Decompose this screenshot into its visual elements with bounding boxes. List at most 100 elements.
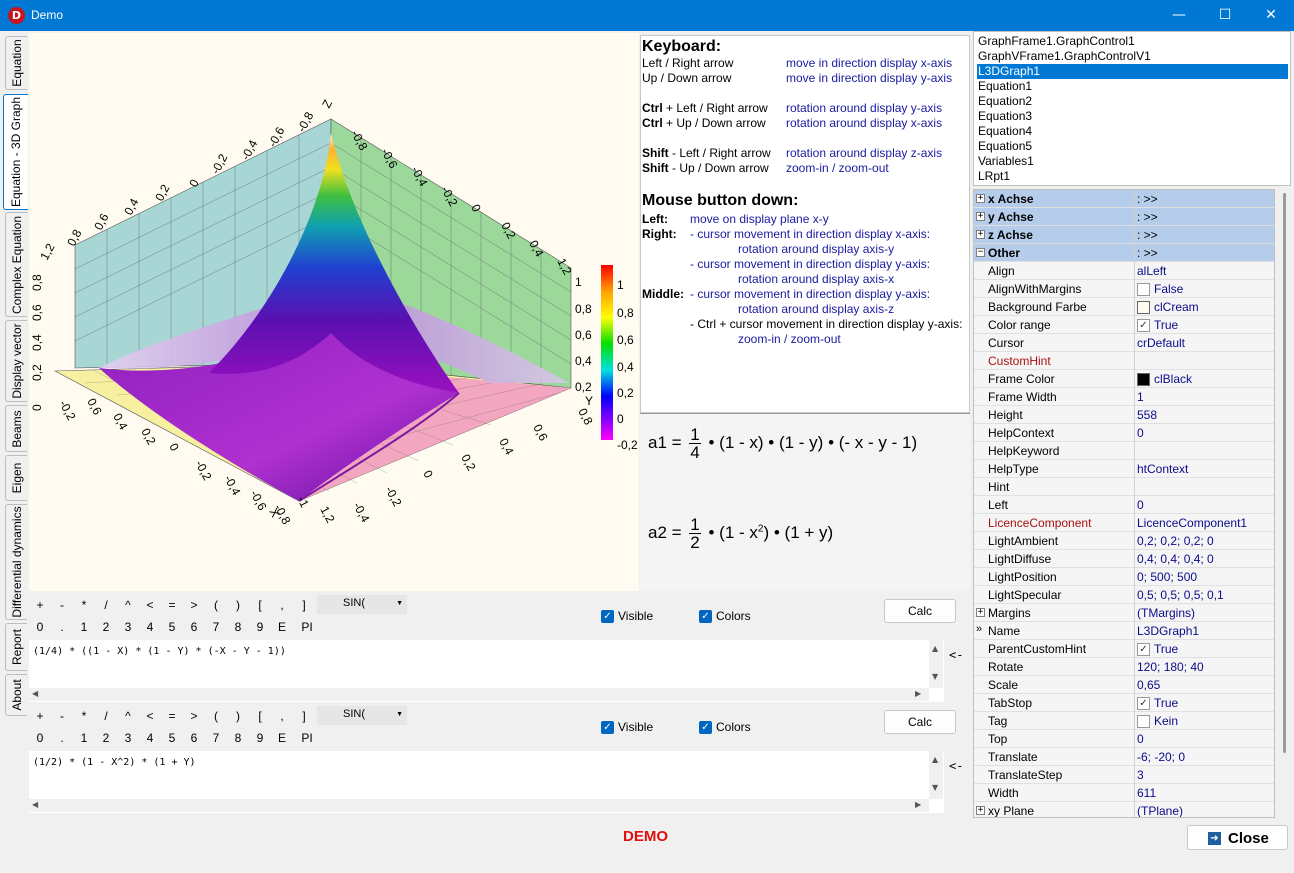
tab-equation[interactable]: Equation [5, 36, 27, 90]
checkbox-empty-icon[interactable] [1137, 715, 1150, 729]
visible-checkbox[interactable]: ✓ Visible [601, 720, 653, 735]
keypad-key[interactable]: > [190, 709, 198, 723]
property-value[interactable]: clBlack [1154, 372, 1193, 386]
property-value[interactable]: : >> [1137, 228, 1158, 242]
property-value[interactable]: True [1154, 318, 1179, 332]
graph-3d[interactable]: Z -0,8 -0,6 -0,4 -0,2 0 0,2 0,4 0,6 0,8 … [29, 33, 639, 591]
property-row-hint[interactable]: Hint [974, 478, 1274, 496]
keypad-key[interactable]: 3 [124, 620, 132, 634]
keypad-key[interactable]: 9 [256, 620, 264, 634]
keypad-key[interactable]: ^ [125, 598, 131, 612]
property-value[interactable]: Kein [1154, 714, 1179, 728]
keypad-key[interactable]: 5 [168, 620, 176, 634]
object-inspector[interactable]: + x Achse: >> + y Achse: >> + z Achse: >> − Oth… [973, 189, 1275, 818]
property-value[interactable]: : >> [1137, 192, 1158, 206]
expand-icon[interactable]: + [976, 607, 985, 617]
keypad-key[interactable]: < [146, 598, 154, 612]
keypad-key[interactable]: 5 [168, 731, 176, 745]
tab-report[interactable]: Report [5, 623, 27, 671]
tab-complex-equation[interactable]: Complex Equation [5, 212, 27, 317]
property-value[interactable]: 558 [1137, 408, 1158, 422]
close-button[interactable]: ➜ Close [1187, 825, 1288, 850]
keypad-key[interactable]: ( [214, 598, 218, 612]
keypad-key[interactable]: PI [301, 731, 313, 745]
property-row-helpkeyword[interactable]: HelpKeyword [974, 442, 1274, 460]
editor-2-vertical-scrollbar[interactable]: ▲ ▼ [929, 751, 943, 799]
tab-eigen[interactable]: Eigen [5, 455, 27, 501]
property-row-height[interactable]: Height 558 [974, 406, 1274, 424]
keypad-key[interactable]: = [168, 598, 176, 612]
property-row-lightspecular[interactable]: LightSpecular 0,5; 0,5; 0,5; 0,1 [974, 586, 1274, 604]
property-row-scale[interactable]: Scale 0,65 [974, 676, 1274, 694]
function-select[interactable]: SIN(▼ [317, 706, 407, 725]
component-list-item[interactable]: LRpt1 [978, 169, 1011, 183]
property-row-cursor[interactable]: Cursor crDefault [974, 334, 1274, 352]
keypad-key[interactable]: 9 [256, 731, 264, 745]
property-row-width[interactable]: Width 611 [974, 784, 1274, 802]
property-value[interactable]: 120; 180; 40 [1137, 660, 1204, 674]
checkbox-checked-icon[interactable]: ✓ [1137, 319, 1150, 333]
component-list-item[interactable]: Variables1 [978, 154, 1034, 168]
colors-checkbox[interactable]: ✓ Colors [699, 609, 751, 624]
property-row-left[interactable]: Left 0 [974, 496, 1274, 514]
keypad-key[interactable]: > [190, 598, 198, 612]
property-row-margins[interactable]: + Margins (TMargins) [974, 604, 1274, 622]
keypad-key[interactable]: + [36, 709, 44, 723]
close-window-button[interactable]: ✕ [1265, 7, 1277, 23]
keypad-key[interactable]: - [60, 598, 64, 612]
property-row-name[interactable]: » Name L3DGraph1 [974, 622, 1274, 640]
scroll-right-icon[interactable]: ▶ [915, 800, 922, 809]
editor-2-horizontal-scrollbar[interactable]: ◀ ▶ [29, 799, 929, 812]
keypad-key[interactable]: + [36, 598, 44, 612]
property-row-color-range[interactable]: Color range ✓ True [974, 316, 1274, 334]
colors-checkbox[interactable]: ✓ Colors [699, 720, 751, 735]
keypad-key[interactable]: , [280, 598, 284, 612]
keypad-key[interactable]: * [81, 598, 87, 612]
scroll-right-icon[interactable]: ▶ [915, 689, 922, 698]
tab-differential-dynamics[interactable]: Differential dynamics [5, 504, 27, 620]
property-value[interactable]: 3 [1137, 768, 1144, 782]
keypad-key[interactable]: 8 [234, 620, 242, 634]
property-row-licencecomponent[interactable]: LicenceComponent LicenceComponent1 [974, 514, 1274, 532]
property-row-top[interactable]: Top 0 [974, 730, 1274, 748]
checkbox-checked-icon[interactable]: ✓ [1137, 643, 1150, 657]
property-value[interactable]: : >> [1137, 246, 1158, 260]
property-value[interactable]: 0 [1137, 732, 1144, 746]
keypad-key[interactable]: 7 [212, 731, 220, 745]
property-value[interactable]: 0,5; 0,5; 0,5; 0,1 [1137, 588, 1224, 602]
keypad-key[interactable]: / [104, 598, 108, 612]
property-row-helpcontext[interactable]: HelpContext 0 [974, 424, 1274, 442]
tab-display-vector[interactable]: Display vector [5, 320, 27, 402]
keypad-key[interactable]: 1 [80, 620, 88, 634]
scroll-down-icon[interactable]: ▼ [932, 672, 939, 681]
keypad-key[interactable]: 0 [36, 620, 44, 634]
property-row-align[interactable]: Align alLeft [974, 262, 1274, 280]
checkbox-checked-icon[interactable]: ✓ [1137, 697, 1150, 711]
expand-icon[interactable]: − [976, 247, 985, 257]
property-row-z-achse[interactable]: + z Achse: >> [974, 226, 1274, 244]
keypad-key[interactable]: 1 [80, 731, 88, 745]
keypad-key[interactable]: 8 [234, 731, 242, 745]
keypad-key[interactable]: 4 [146, 620, 154, 634]
component-list[interactable]: GraphFrame1.GraphControl1 GraphVFrame1.Gr… [973, 31, 1291, 186]
function-select[interactable]: SIN(▼ [317, 595, 407, 614]
tab-equation-3d-graph[interactable]: Equation - 3D Graph [3, 94, 28, 210]
expand-icon[interactable]: + [976, 193, 985, 203]
property-value[interactable]: 0,2; 0,2; 0,2; 0 [1137, 534, 1214, 548]
inspector-scrollbar[interactable] [1278, 189, 1291, 818]
property-row-tabstop[interactable]: TabStop ✓ True [974, 694, 1274, 712]
keypad-key[interactable]: PI [301, 620, 313, 634]
property-value[interactable]: 611 [1137, 786, 1157, 800]
keypad-key[interactable]: ) [236, 598, 240, 612]
property-value[interactable]: True [1154, 696, 1179, 710]
keypad-key[interactable]: 6 [190, 731, 198, 745]
property-row-helptype[interactable]: HelpType htContext [974, 460, 1274, 478]
property-row-tag[interactable]: Tag Kein [974, 712, 1274, 730]
scroll-left-icon[interactable]: ◀ [32, 800, 39, 809]
property-row-parentcustomhint[interactable]: ParentCustomHint ✓ True [974, 640, 1274, 658]
property-value[interactable]: htContext [1137, 462, 1189, 476]
property-value[interactable]: (TPlane) [1137, 804, 1184, 818]
calc-button[interactable]: Calc [884, 710, 956, 734]
property-value[interactable]: 0 [1137, 426, 1144, 440]
property-row-translate[interactable]: Translate -6; -20; 0 [974, 748, 1274, 766]
